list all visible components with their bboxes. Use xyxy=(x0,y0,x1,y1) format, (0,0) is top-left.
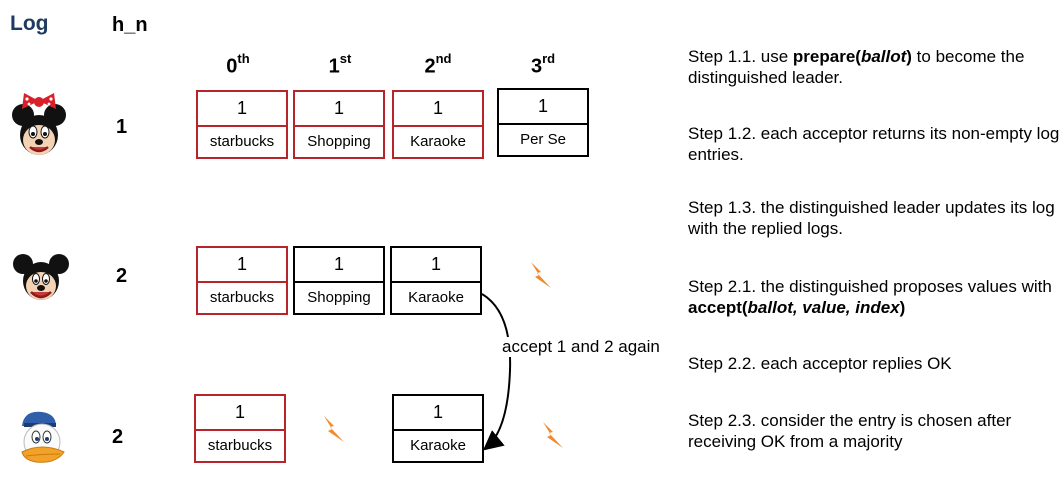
step-2-2: Step 2.2. each acceptor replies OK xyxy=(688,353,1060,374)
step-text-bold-italic: ballot xyxy=(860,47,907,66)
step-1-3: Step 1.3. the distinguished leader updat… xyxy=(688,197,1060,239)
column-header-3: 3rd xyxy=(493,51,593,79)
column-header-2: 2nd xyxy=(388,51,488,79)
step-2-3: Step 2.3. consider the entry is chosen a… xyxy=(688,410,1060,452)
accept-label: accept 1 and 2 again xyxy=(502,337,660,357)
column-header-2-base: 2 xyxy=(424,55,436,78)
step-text-bold: accept( xyxy=(688,298,748,317)
cell-divider xyxy=(198,281,286,283)
log-entry-row0-col0: 1 starbucks xyxy=(196,90,288,159)
step-text-bold-italic: ballot, value, index xyxy=(747,298,900,317)
lightning-icon xyxy=(324,416,344,442)
column-header-1-sup: st xyxy=(339,51,352,66)
hn-header: h_n xyxy=(112,14,148,36)
cell-divider xyxy=(295,125,383,127)
step-text-bold: ) xyxy=(899,298,906,317)
column-header-1: 1st xyxy=(290,51,390,79)
step-text: Step 1.2. each acceptor returns its non-… xyxy=(688,124,1060,164)
step-2-1: Step 2.1. the distinguished proposes val… xyxy=(688,276,1060,318)
log-entry-row2-col2: 1 Karaoke xyxy=(392,394,484,463)
column-header-2-sup: nd xyxy=(435,51,452,66)
cell-divider xyxy=(198,125,286,127)
log-entry-ballot: 1 xyxy=(333,254,344,274)
log-entry-value: starbucks xyxy=(209,289,275,306)
step-text: Step 2.2. each acceptor replies OK xyxy=(688,354,952,373)
log-entry-row2-col0: 1 starbucks xyxy=(194,394,286,463)
cell-divider xyxy=(295,281,383,283)
accept-arrow xyxy=(481,293,512,451)
step-text: to become the distinguished leader. xyxy=(688,47,1025,87)
minnie-mouse-icon xyxy=(12,93,66,155)
log-entry-ballot: 1 xyxy=(236,254,247,274)
step-1-2: Step 1.2. each acceptor returns its non-… xyxy=(688,123,1060,165)
column-header-0: 0th xyxy=(188,51,288,79)
log-entry-value: starbucks xyxy=(207,437,273,454)
step-text-bold: ) xyxy=(906,47,912,66)
lightning-icon xyxy=(543,422,563,448)
cell-divider xyxy=(392,281,480,283)
step-text: Step 2.1. the distinguished proposes val… xyxy=(688,277,1052,296)
log-entry-ballot: 1 xyxy=(236,98,247,118)
column-header-1-base: 1 xyxy=(328,55,340,78)
log-entry-ballot: 1 xyxy=(537,96,548,116)
log-entry-ballot: 1 xyxy=(432,98,443,118)
log-entry-value: Shopping xyxy=(307,133,371,150)
log-entry-value: Karaoke xyxy=(410,133,466,150)
log-entry-value: Per Se xyxy=(520,131,566,148)
row-2-hn: 2 xyxy=(112,426,124,448)
log-entry-value: starbucks xyxy=(209,133,275,150)
column-header-3-base: 3 xyxy=(530,55,543,78)
log-entry-value: Karaoke xyxy=(410,437,466,454)
log-entry-ballot: 1 xyxy=(430,254,441,274)
row-1-hn: 2 xyxy=(116,265,128,287)
cell-divider xyxy=(394,429,482,431)
log-entry-row1-col2: 1 Karaoke xyxy=(390,246,482,315)
step-text: Step 1.1. use xyxy=(688,47,793,66)
cell-divider xyxy=(499,123,587,125)
log-entry-row0-col1: 1 Shopping xyxy=(293,90,385,159)
log-entry-ballot: 1 xyxy=(333,98,344,118)
step-1-1: Step 1.1. use prepare(ballot) to become … xyxy=(688,46,1060,88)
step-text: Step 1.3. the distinguished leader updat… xyxy=(688,198,1055,238)
column-header-3-sup: rd xyxy=(542,51,556,66)
column-header-0-base: 0 xyxy=(226,55,238,78)
step-text: Step 2.3. consider the entry is chosen a… xyxy=(688,411,1012,451)
cell-divider xyxy=(394,125,482,127)
mickey-mouse-icon xyxy=(13,254,69,300)
lightning-icon xyxy=(531,262,551,288)
log-entry-row0-col2: 1 Karaoke xyxy=(392,90,484,159)
log-entry-value: Shopping xyxy=(307,289,371,306)
cell-divider xyxy=(196,429,284,431)
row-0-hn: 1 xyxy=(116,116,128,138)
log-entry-ballot: 1 xyxy=(432,402,443,422)
log-entry-value: Karaoke xyxy=(408,289,464,306)
donald-duck-icon xyxy=(21,411,65,463)
log-entry-row0-col3: 1 Per Se xyxy=(497,88,589,157)
log-header: Log xyxy=(10,12,49,35)
log-entry-row1-col0: 1 starbucks xyxy=(196,246,288,315)
column-header-0-sup: th xyxy=(237,51,250,66)
log-entry-ballot: 1 xyxy=(234,402,245,422)
step-text-bold: prepare( xyxy=(792,47,861,66)
log-entry-row1-col1: 1 Shopping xyxy=(293,246,385,315)
